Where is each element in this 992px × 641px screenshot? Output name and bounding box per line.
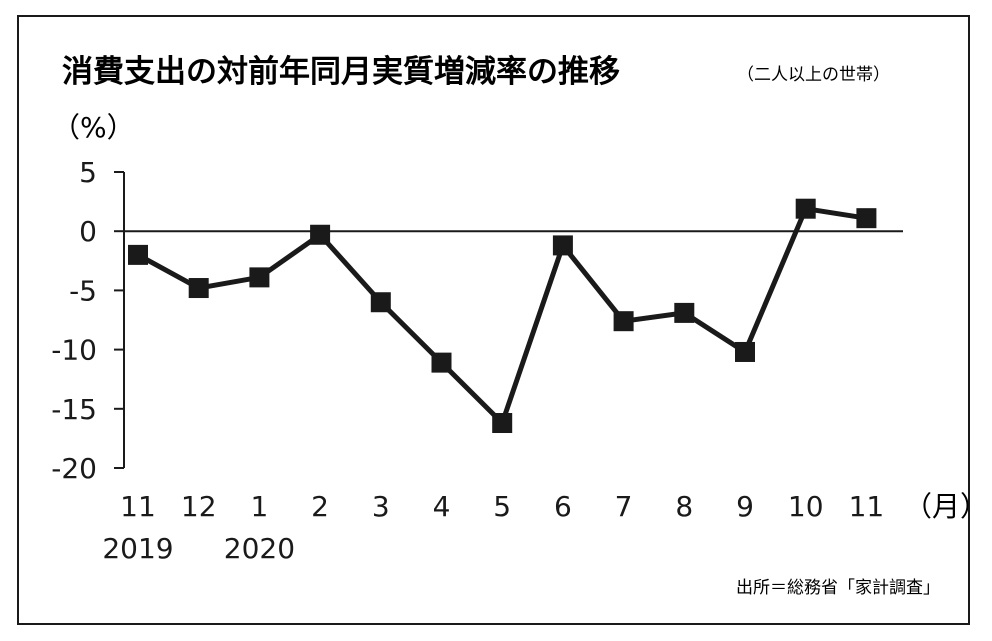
chart-title: 消費支出の対前年同月実質増減率の推移 <box>62 54 620 90</box>
x-tick-label: 5 <box>493 490 511 523</box>
x-axis-unit-label: （月） <box>904 490 988 523</box>
data-point-marker <box>431 352 452 373</box>
series-line <box>136 206 867 426</box>
data-point-marker <box>492 413 513 434</box>
y-axis-unit-label: （%） <box>52 111 135 144</box>
y-tick-label: -20 <box>51 452 97 485</box>
chart-subtitle: （二人以上の世帯） <box>737 65 890 85</box>
data-point-marker <box>249 267 270 288</box>
data-point-marker <box>795 198 816 219</box>
series-group <box>128 198 877 434</box>
x-tick-label: 10 <box>788 490 824 523</box>
x-tick-label: 11 <box>120 490 156 523</box>
source-note: 出所＝総務省「家計調査」 <box>736 578 940 598</box>
data-point-marker <box>613 311 634 332</box>
x-year-label: 2019 <box>102 532 173 565</box>
data-point-marker <box>128 244 148 265</box>
x-tick-label: 9 <box>736 490 754 523</box>
y-tick-label: 0 <box>79 215 97 248</box>
x-tick-label: 8 <box>675 490 693 523</box>
x-tick-label: 4 <box>433 490 451 523</box>
y-tick-label: -15 <box>51 393 97 426</box>
data-point-marker <box>310 224 331 245</box>
y-tick-label: -5 <box>69 274 97 307</box>
x-tick-label: 1 <box>250 490 268 523</box>
y-tick-label: 5 <box>79 156 97 189</box>
data-point-marker <box>552 235 573 256</box>
chart-frame <box>17 15 970 625</box>
data-point-marker <box>674 302 695 323</box>
x-tick-label: 12 <box>181 490 217 523</box>
data-point-marker <box>735 341 755 362</box>
x-tick-label: 2 <box>311 490 329 523</box>
x-tick-label: 6 <box>554 490 572 523</box>
data-point-marker <box>856 208 877 229</box>
y-tick-label: -10 <box>51 334 97 367</box>
x-year-label: 2020 <box>224 532 295 565</box>
data-point-marker <box>188 278 209 299</box>
x-tick-label: 11 <box>849 490 885 523</box>
x-tick-label: 3 <box>372 490 390 523</box>
x-tick-label: 7 <box>615 490 633 523</box>
data-point-marker <box>370 292 391 313</box>
